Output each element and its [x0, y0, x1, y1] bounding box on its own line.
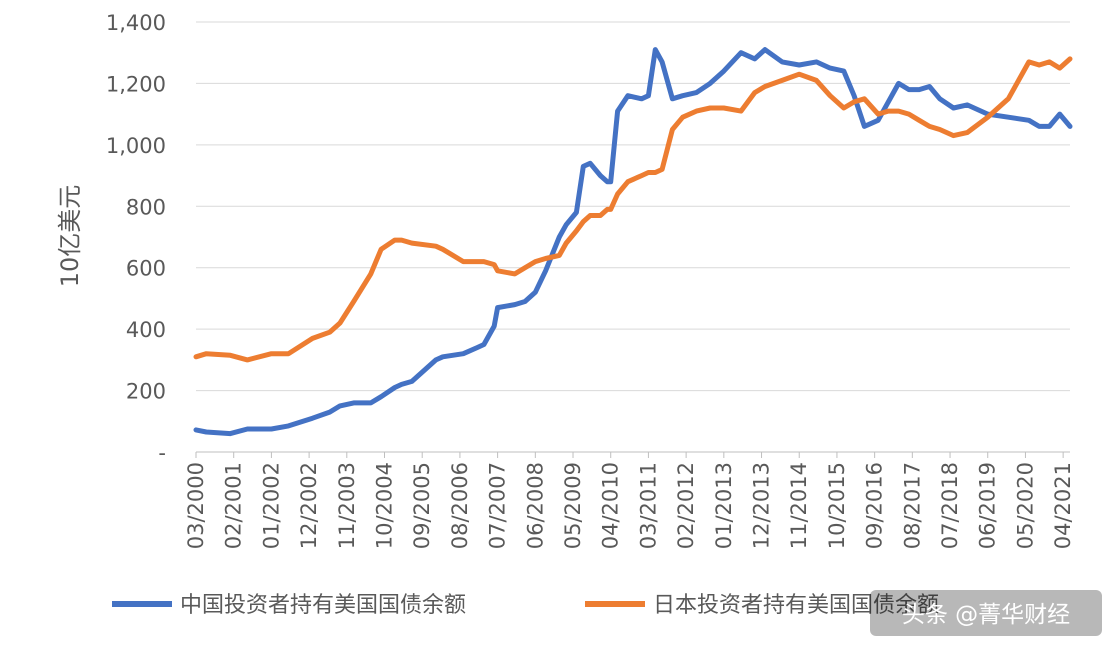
x-tick-label: 11/2014 [787, 462, 811, 549]
legend: 中国投资者持有美国国债余额 日本投资者持有美国国债余额 [112, 593, 939, 618]
x-tick-label: 01/2002 [259, 462, 283, 549]
series-lines [196, 50, 1070, 434]
x-tick-label: 09/2016 [863, 462, 887, 549]
y-tick-label: 1,000 [106, 134, 166, 158]
y-tick-label: - [158, 441, 166, 465]
x-tick-label: 06/2008 [523, 462, 547, 549]
x-tick-label: 07/2018 [938, 462, 962, 549]
x-tick-label: 10/2015 [825, 462, 849, 549]
series-line-china [196, 50, 1070, 434]
x-tick-label: 02/2001 [222, 462, 246, 549]
y-tick-label: 200 [126, 380, 166, 404]
x-tick-label: 10/2004 [373, 462, 397, 549]
y-tick-label: 800 [126, 195, 166, 219]
x-tick-label: 09/2005 [410, 462, 434, 549]
x-tick-label: 02/2012 [674, 462, 698, 549]
y-tick-label: 600 [126, 257, 166, 281]
y-tick-label: 1,400 [106, 11, 166, 35]
series-line-japan [196, 59, 1070, 360]
x-tick-label: 06/2019 [976, 462, 1000, 549]
x-tick-label: 08/2017 [900, 462, 924, 549]
y-tick-label: 400 [126, 318, 166, 342]
y-axis-label: 10亿美元 [56, 185, 84, 288]
x-tick-label: 07/2007 [486, 462, 510, 549]
x-tick-label: 03/2000 [184, 462, 208, 549]
x-tick-label: 08/2006 [448, 462, 472, 549]
y-axis-ticks: - 200 400 600 800 1,000 1,200 1,400 [106, 11, 166, 465]
x-tick-label: 04/2021 [1051, 462, 1075, 549]
watermark: 头条 @菁华财经 [870, 590, 1102, 636]
x-tick-label: 11/2003 [335, 462, 359, 549]
x-tick-label: 04/2010 [599, 462, 623, 549]
x-tick-label: 03/2011 [636, 462, 660, 549]
x-tick-label: 01/2013 [712, 462, 736, 549]
x-tick-label: 12/2013 [750, 462, 774, 549]
y-tick-label: 1,200 [106, 72, 166, 96]
x-tick-label: 05/2020 [1013, 462, 1037, 549]
x-tick-label: 12/2002 [297, 462, 321, 549]
x-axis-ticks: 03/2000 02/2001 01/2002 12/2002 11/2003 10/20… [184, 452, 1075, 549]
legend-label-china: 中国投资者持有美国国债余额 [180, 593, 466, 618]
watermark-text: 头条 @菁华财经 [902, 602, 1070, 628]
x-tick-label: 05/2009 [561, 462, 585, 549]
